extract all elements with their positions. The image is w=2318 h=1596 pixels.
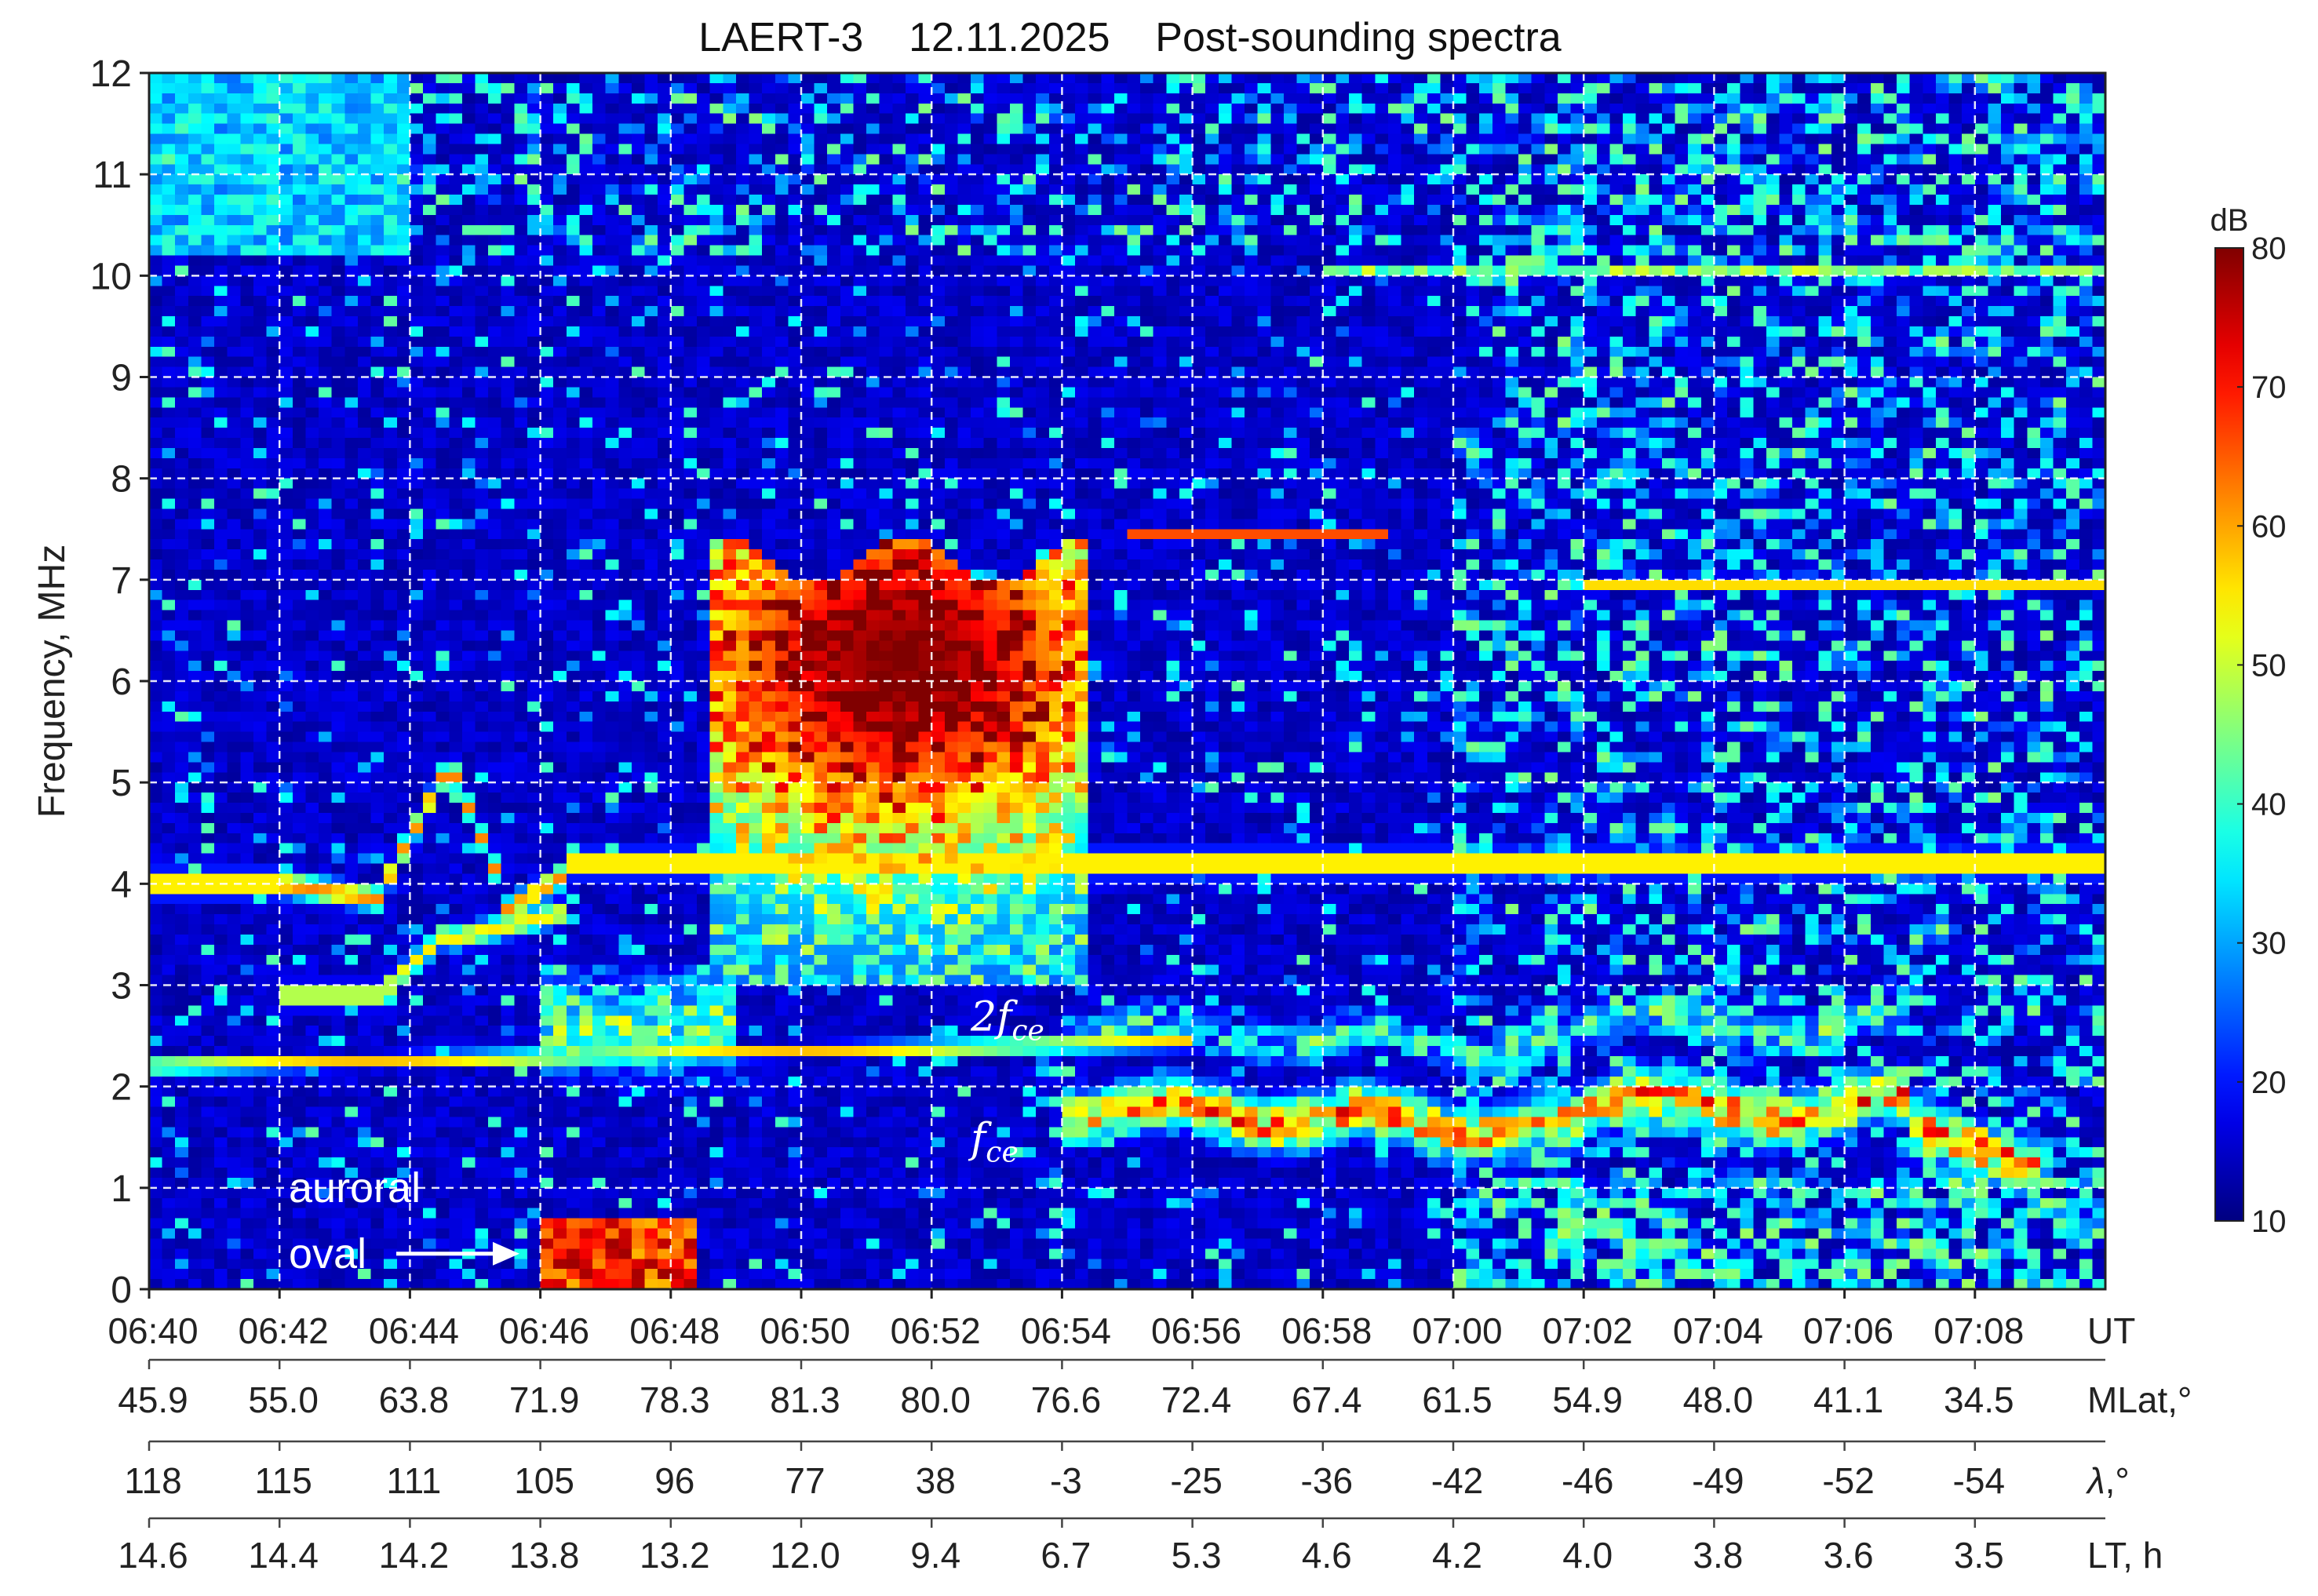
- y-tick-label: 9: [111, 358, 132, 399]
- x-tick-label: 06:56: [1151, 1310, 1241, 1351]
- y-tick-label: 11: [93, 155, 132, 196]
- x-tick-label: 96: [654, 1460, 694, 1501]
- x-tick-label: 4.0: [1562, 1535, 1613, 1576]
- x-tick-label: 06:46: [499, 1310, 589, 1351]
- y-tick-label: 0: [111, 1270, 132, 1311]
- x-tick-label: 41.1: [1813, 1379, 1884, 1420]
- x-axis-name: UT: [2087, 1310, 2135, 1351]
- x-tick-label: -46: [1562, 1460, 1613, 1501]
- y-tick-label: 1: [111, 1168, 132, 1210]
- x-tick-label: 63.8: [379, 1379, 450, 1420]
- x-tick-label: 4.2: [1432, 1535, 1482, 1576]
- y-axis-label: Frequency, MHz: [31, 545, 73, 818]
- x-tick-label: 38: [916, 1460, 956, 1501]
- x-tick-label: 6.7: [1041, 1535, 1091, 1576]
- colorbar: [2214, 247, 2244, 1222]
- y-tick-label: 5: [111, 763, 132, 804]
- x-tick-label: 13.8: [509, 1535, 580, 1576]
- x-tick-label: 14.6: [118, 1535, 188, 1576]
- x-tick-label: 3.8: [1693, 1535, 1743, 1576]
- colorbar-tick-label: 80: [2251, 231, 2287, 266]
- colorbar-label: dB: [2210, 203, 2249, 238]
- x-tick-label: 07:00: [1412, 1310, 1502, 1351]
- x-tick-label: 07:06: [1803, 1310, 1893, 1351]
- x-tick-label: 9.4: [910, 1535, 960, 1576]
- annotation-auroral-oval-line2: oval: [289, 1230, 366, 1277]
- x-tick-label: 111: [386, 1460, 441, 1501]
- x-tick-label: 77: [785, 1460, 825, 1501]
- colorbar-tick-label: 10: [2251, 1204, 2287, 1239]
- x-tick-label: 105: [514, 1460, 574, 1501]
- x-tick-label: 06:52: [891, 1310, 981, 1351]
- y-tick-label: 6: [111, 661, 132, 703]
- y-tick-label: 4: [111, 864, 132, 905]
- x-tick-label: -42: [1431, 1460, 1483, 1501]
- x-tick-label: 45.9: [118, 1379, 188, 1420]
- x-tick-label: -52: [1822, 1460, 1874, 1501]
- annotation-auroral-oval-line1: auroral: [289, 1164, 421, 1212]
- x-tick-label: 61.5: [1422, 1379, 1492, 1420]
- x-tick-label: -54: [1953, 1460, 2005, 1501]
- y-tick-label: 7: [111, 560, 132, 602]
- x-tick-label: 80.0: [900, 1379, 971, 1420]
- colorbar-tick-label: 60: [2251, 509, 2287, 544]
- y-tick-label: 12: [90, 53, 132, 95]
- x-tick-label: 67.4: [1292, 1379, 1362, 1420]
- x-tick-label: 118: [124, 1460, 181, 1501]
- x-tick-label: 34.5: [1944, 1379, 2014, 1420]
- x-tick-label: 5.3: [1172, 1535, 1222, 1576]
- y-tick-label: 2: [111, 1067, 132, 1109]
- x-tick-label: 06:40: [108, 1310, 198, 1351]
- x-tick-label: 81.3: [770, 1379, 840, 1420]
- y-tick-label: 10: [90, 256, 132, 297]
- x-tick-label: 06:54: [1021, 1310, 1111, 1351]
- colorbar-tick-label: 70: [2251, 370, 2287, 405]
- x-tick-label: 71.9: [509, 1379, 580, 1420]
- x-tick-label: 06:44: [369, 1310, 459, 1351]
- x-tick-label: 06:58: [1281, 1310, 1372, 1351]
- x-axis-name: λ,°: [2085, 1460, 2130, 1501]
- x-axis-name: LT, h: [2087, 1535, 2163, 1576]
- x-tick-label: 07:08: [1933, 1310, 2024, 1351]
- annotation-fce: fce: [968, 1116, 1019, 1169]
- x-tick-label: 54.9: [1552, 1379, 1623, 1420]
- y-tick-label: 8: [111, 459, 132, 501]
- x-tick-label: 06:48: [629, 1310, 720, 1351]
- x-tick-label: 14.2: [379, 1535, 450, 1576]
- x-tick-label: 07:04: [1673, 1310, 1763, 1351]
- chart-title: LAERT-3 12.11.2025 Post-sounding spectra: [698, 15, 1562, 60]
- x-tick-label: 115: [255, 1460, 312, 1501]
- x-tick-label: 78.3: [640, 1379, 710, 1420]
- x-tick-label: 3.5: [1954, 1535, 2004, 1576]
- x-tick-label: 72.4: [1161, 1379, 1232, 1420]
- x-tick-label: 55.0: [248, 1379, 319, 1420]
- x-tick-label: -49: [1692, 1460, 1744, 1501]
- y-tick-label: 3: [111, 966, 132, 1008]
- x-tick-label: -25: [1170, 1460, 1222, 1501]
- x-tick-label: 48.0: [1683, 1379, 1754, 1420]
- x-tick-label: -3: [1050, 1460, 1082, 1501]
- annotation-2fce: 2fce: [970, 994, 1044, 1048]
- colorbar-tick-label: 50: [2251, 648, 2287, 683]
- x-tick-label: 13.2: [640, 1535, 710, 1576]
- x-tick-label: 06:50: [760, 1310, 850, 1351]
- x-tick-label: -36: [1301, 1460, 1353, 1501]
- arrow-head: [492, 1241, 519, 1266]
- x-tick-label: 12.0: [770, 1535, 840, 1576]
- x-tick-label: 06:42: [239, 1310, 329, 1351]
- x-tick-label: 3.6: [1824, 1535, 1874, 1576]
- colorbar-tick-label: 40: [2251, 788, 2287, 822]
- x-tick-label: 76.6: [1031, 1379, 1102, 1420]
- colorbar-tick-label: 20: [2251, 1066, 2287, 1100]
- x-tick-label: 14.4: [248, 1535, 319, 1576]
- colorbar-tick-label: 30: [2251, 927, 2287, 961]
- x-axis-name: MLat,°: [2087, 1379, 2192, 1420]
- x-tick-label: 4.6: [1302, 1535, 1352, 1576]
- x-tick-label: 07:02: [1543, 1310, 1633, 1351]
